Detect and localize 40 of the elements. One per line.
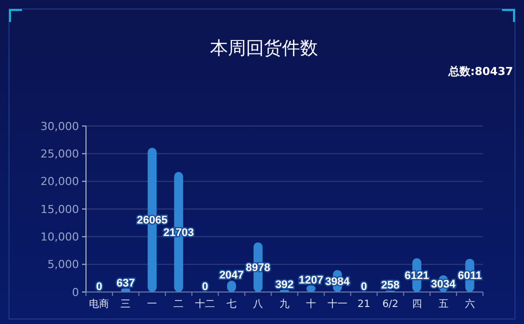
- x-tick-label: 六: [464, 298, 475, 310]
- x-tick-label: 十二: [195, 298, 216, 310]
- x-tick-label: 九: [280, 298, 290, 310]
- y-tick-label: 0: [72, 286, 79, 299]
- data-label: 1207: [298, 274, 324, 286]
- text: 总数:80437: [447, 65, 513, 78]
- x-tick-label: 四: [412, 299, 422, 310]
- data-label: 0: [360, 281, 367, 293]
- x-tick-label: 七: [226, 298, 237, 310]
- data-label: 258: [381, 280, 400, 292]
- bar: [121, 288, 130, 292]
- x-tick-label: 十: [306, 298, 316, 310]
- data-label: 3034: [431, 278, 456, 290]
- data-label: 0: [96, 281, 102, 293]
- x-tick-label: 21: [358, 299, 370, 310]
- x-tick-label: 八: [253, 299, 264, 310]
- data-label: 3984: [325, 276, 351, 288]
- data-label: 637: [116, 277, 135, 290]
- data-label: 0: [202, 281, 208, 293]
- x-tick-label: 电商: [89, 298, 110, 310]
- y-tick-label: 30,000: [40, 120, 79, 133]
- x-tick-label: 6/2: [382, 299, 398, 310]
- y-tick-label: 10,000: [40, 230, 79, 244]
- x-tick-label: 五: [438, 299, 448, 310]
- chart-title: 本周回货件数: [210, 38, 318, 59]
- data-label: 26065: [136, 214, 168, 227]
- y-tick-label: 5,000: [48, 258, 79, 272]
- data-label: 21703: [163, 226, 194, 239]
- x-tick-label: 一: [147, 299, 158, 310]
- data-label: 6011: [458, 270, 482, 282]
- x-tick-label: 十一: [327, 298, 348, 310]
- y-tick-label: 15,000: [40, 202, 79, 216]
- data-label: 2047: [219, 270, 244, 282]
- x-tick-label: 三: [120, 299, 131, 310]
- y-tick-label: 25,000: [40, 148, 79, 161]
- data-label: 6121: [404, 270, 430, 282]
- data-label: 392: [275, 278, 294, 291]
- x-tick-label: 二: [174, 299, 184, 310]
- data-label: 8978: [246, 262, 270, 274]
- y-tick-label: 20,000: [40, 175, 79, 188]
